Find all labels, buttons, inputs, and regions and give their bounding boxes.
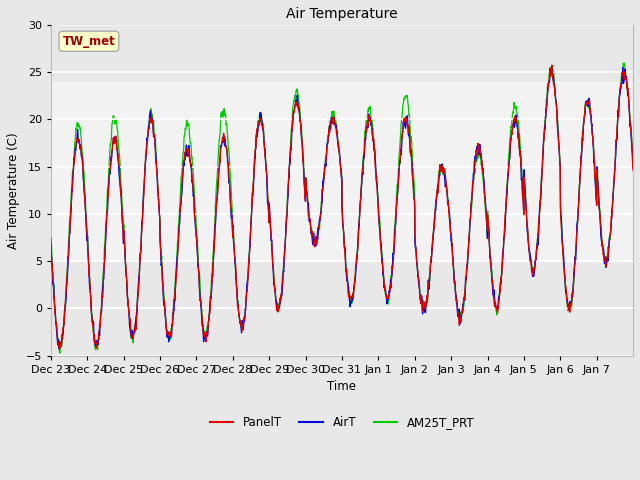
- AirT: [621, 72, 629, 78]
- X-axis label: Time: Time: [328, 380, 356, 393]
- PanelT: [106, 174, 113, 180]
- AirT: [378, 244, 385, 250]
- PanelT: [629, 168, 637, 173]
- PanelT: [378, 252, 385, 257]
- AirT: [629, 165, 637, 171]
- Y-axis label: Air Temperature (C): Air Temperature (C): [7, 132, 20, 249]
- AM25T_PRT: [621, 60, 628, 66]
- AM25T_PRT: [518, 162, 525, 168]
- Line: AM25T_PRT: AM25T_PRT: [51, 63, 633, 353]
- AM25T_PRT: [47, 226, 55, 232]
- PanelT: [231, 256, 239, 262]
- PanelT: [56, 346, 63, 352]
- Line: AirT: AirT: [51, 68, 633, 349]
- AM25T_PRT: [550, 83, 558, 89]
- AM25T_PRT: [56, 350, 64, 356]
- Line: PanelT: PanelT: [51, 65, 633, 349]
- AirT: [231, 260, 239, 265]
- PanelT: [621, 72, 629, 78]
- Bar: [51, 82, 633, 261]
- AirT: [619, 65, 627, 71]
- PanelT: [548, 62, 556, 68]
- PanelT: [47, 235, 55, 241]
- Legend: PanelT, AirT, AM25T_PRT: PanelT, AirT, AM25T_PRT: [205, 411, 479, 433]
- AM25T_PRT: [231, 256, 239, 262]
- AirT: [47, 241, 55, 247]
- AM25T_PRT: [621, 68, 629, 74]
- AirT: [550, 83, 558, 89]
- PanelT: [518, 170, 525, 176]
- AirT: [106, 173, 113, 179]
- AM25T_PRT: [378, 243, 385, 249]
- PanelT: [551, 91, 559, 96]
- AM25T_PRT: [106, 158, 113, 164]
- AM25T_PRT: [629, 157, 637, 163]
- Text: TW_met: TW_met: [63, 35, 115, 48]
- AirT: [56, 346, 63, 352]
- AirT: [518, 176, 525, 181]
- Title: Air Temperature: Air Temperature: [286, 7, 398, 21]
